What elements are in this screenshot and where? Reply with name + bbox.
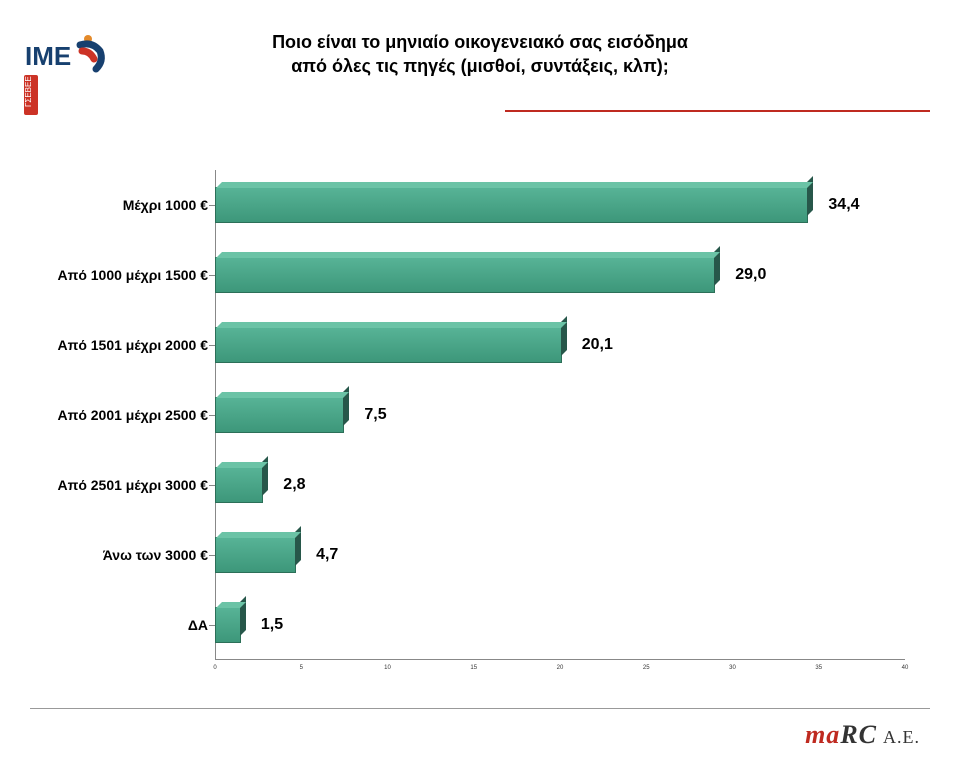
marc-logo: maRC A.E. (805, 720, 920, 750)
category-label: Από 1501 μέχρι 2000 € (53, 337, 208, 353)
x-tick-label: 15 (470, 665, 477, 671)
category-label: Από 2501 μέχρι 3000 € (53, 477, 208, 493)
bar (215, 397, 344, 433)
category-label: Μέχρι 1000 € (53, 197, 208, 213)
x-tick-label: 10 (384, 665, 391, 671)
bar (215, 257, 715, 293)
logo-ime-text: IME (25, 41, 71, 71)
title-line-1: Ποιο είναι το μηνιαίο οικογενειακό σας ε… (272, 32, 688, 52)
footer-divider (30, 708, 930, 709)
bar-value-label: 4,7 (316, 546, 338, 564)
marc-logo-b: RC (840, 720, 877, 749)
income-bar-chart: 0 5 10 15 20 25 30 35 40 Μέχρι 1000 € 34,4 Από 100… (50, 170, 920, 675)
category-label: Από 1000 μέχρι 1500 € (53, 267, 208, 283)
marc-logo-suffix: A.E. (883, 727, 920, 747)
x-tick-label: 25 (643, 665, 650, 671)
category-label: Από 2001 μέχρι 2500 € (53, 407, 208, 423)
bar-value-label: 2,8 (283, 476, 305, 494)
x-tick-label: 5 (300, 665, 303, 671)
category-label: ΔΑ (53, 617, 208, 633)
x-tick-label: 0 (213, 665, 216, 671)
header-divider (505, 110, 930, 112)
category-label: Άνω των 3000 € (53, 547, 208, 563)
bar-value-label: 20,1 (582, 336, 613, 354)
bar-value-label: 34,4 (828, 196, 859, 214)
bar-value-label: 7,5 (364, 406, 386, 424)
x-tick-label: 40 (902, 665, 909, 671)
x-tick-label: 35 (815, 665, 822, 671)
bar (215, 537, 296, 573)
bar (215, 327, 562, 363)
title-line-2: από όλες τις πηγές (μισθοί, συντάξεις, κ… (291, 56, 669, 76)
chart-title: Ποιο είναι το μηνιαίο οικογενειακό σας ε… (200, 30, 760, 79)
svg-text:ΓΣΕΒΕΕ: ΓΣΕΒΕΕ (24, 76, 33, 107)
x-tick-label: 20 (557, 665, 564, 671)
bar-value-label: 29,0 (735, 266, 766, 284)
x-tick-label: 30 (729, 665, 736, 671)
marc-logo-a: ma (805, 720, 840, 749)
bar (215, 467, 263, 503)
x-axis (215, 659, 905, 660)
bar (215, 187, 808, 223)
ime-gsebee-logo: IME ΓΣΕΒΕΕ (20, 25, 115, 125)
bar-value-label: 1,5 (261, 616, 283, 634)
bar (215, 607, 241, 643)
